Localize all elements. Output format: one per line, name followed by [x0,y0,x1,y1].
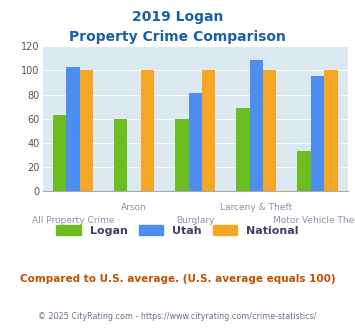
Text: © 2025 CityRating.com - https://www.cityrating.com/crime-statistics/: © 2025 CityRating.com - https://www.city… [38,312,317,321]
Bar [311,77,324,191]
Bar [189,93,202,191]
Legend: Logan, Utah, National: Logan, Utah, National [52,220,303,240]
Bar [236,108,250,191]
Bar [263,70,277,191]
Bar [324,70,338,191]
Bar [202,70,215,191]
Bar [114,119,127,191]
Text: Larceny & Theft: Larceny & Theft [220,203,293,212]
Text: All Property Crime: All Property Crime [32,216,114,225]
Text: Motor Vehicle Theft: Motor Vehicle Theft [273,216,355,225]
Text: Burglary: Burglary [176,216,214,225]
Text: Compared to U.S. average. (U.S. average equals 100): Compared to U.S. average. (U.S. average … [20,274,335,284]
Bar [141,70,154,191]
Bar [250,59,263,191]
Text: Property Crime Comparison: Property Crime Comparison [69,30,286,44]
Bar [66,67,80,191]
Bar [175,119,189,191]
Bar [297,151,311,191]
Text: 2019 Logan: 2019 Logan [132,10,223,24]
Bar [53,115,66,191]
Text: Arson: Arson [121,203,147,212]
Bar [80,70,93,191]
